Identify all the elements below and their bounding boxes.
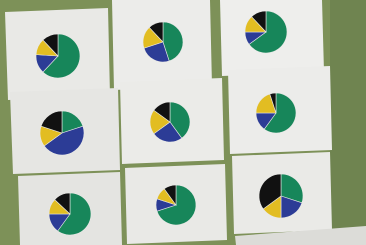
- photo: [0, 0, 366, 245]
- pies: [36, 11, 303, 235]
- board-shadow: [330, 0, 366, 245]
